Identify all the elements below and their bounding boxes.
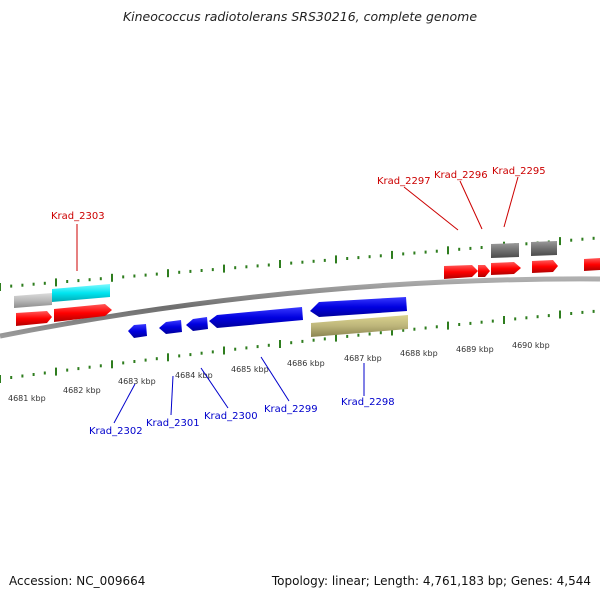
kbp-label: 4688 kbp [400, 349, 438, 358]
kbp-label: 4681 kbp [8, 394, 46, 403]
forward-gene-feature[interactable] [14, 293, 52, 308]
label-leader-line [260, 356, 290, 402]
kbp-label: 4682 kbp [63, 386, 101, 395]
forward-gene-feature[interactable] [491, 262, 521, 275]
forward-gene-feature[interactable] [478, 265, 490, 277]
reverse-gene-feature[interactable] [310, 297, 407, 317]
forward-gene-feature[interactable] [444, 265, 478, 279]
gene-label-krad-2303[interactable]: Krad_2303 [51, 211, 105, 222]
kbp-labels: 4681 kbp 4682 kbp 4683 kbp 4684 kbp 4685… [8, 341, 550, 403]
reverse-gene-feature[interactable] [311, 315, 408, 337]
label-leader-line [170, 375, 174, 416]
label-leader-line [200, 367, 229, 409]
kbp-label: 4683 kbp [118, 377, 156, 386]
forward-gene-feature[interactable] [491, 243, 519, 258]
label-leader-line [113, 383, 136, 424]
map-title: Kineococcus radiotolerans SRS30216, comp… [122, 9, 478, 24]
gene-label-krad-2299[interactable]: Krad_2299 [264, 404, 318, 415]
kbp-label: 4684 kbp [175, 371, 213, 380]
gene-label-krad-2296[interactable]: Krad_2296 [434, 170, 488, 181]
forward-gene-feature[interactable] [54, 304, 112, 322]
outer-tick-track [0, 236, 595, 291]
reverse-gene-feature[interactable] [128, 324, 147, 338]
forward-gene-feature[interactable] [531, 241, 557, 256]
gene-label-krad-2302[interactable]: Krad_2302 [89, 426, 143, 437]
accession-text: Accession: NC_009664 [9, 574, 146, 588]
reverse-strand-features [128, 297, 408, 338]
genome-backbone [0, 276, 600, 339]
forward-gene-labels: Krad_2303 Krad_2297 Krad_2296 Krad_2295 [51, 166, 546, 271]
kbp-label: 4685 kbp [231, 365, 269, 374]
reverse-gene-feature[interactable] [159, 320, 182, 334]
kbp-label: 4690 kbp [512, 341, 550, 350]
label-leader-line [503, 176, 519, 228]
forward-gene-feature[interactable] [532, 260, 558, 273]
label-leader-line [459, 180, 483, 230]
kbp-label: 4689 kbp [456, 345, 494, 354]
forward-gene-feature[interactable] [16, 311, 52, 326]
gene-label-krad-2300[interactable]: Krad_2300 [204, 411, 258, 422]
kbp-label: 4687 kbp [344, 354, 382, 363]
kbp-label: 4686 kbp [287, 359, 325, 368]
gene-label-krad-2298[interactable]: Krad_2298 [341, 397, 395, 408]
label-leader-line [403, 186, 459, 231]
forward-gene-feature[interactable] [52, 284, 110, 302]
reverse-gene-feature[interactable] [209, 307, 303, 328]
inner-tick-track [0, 309, 595, 383]
reverse-gene-feature[interactable] [186, 317, 208, 331]
forward-strand-features [14, 241, 600, 326]
gene-label-krad-2297[interactable]: Krad_2297 [377, 176, 431, 187]
gene-label-krad-2301[interactable]: Krad_2301 [146, 418, 200, 429]
gene-label-krad-2295[interactable]: Krad_2295 [492, 166, 546, 177]
genome-summary-text: Topology: linear; Length: 4,761,183 bp; … [271, 574, 591, 588]
reverse-gene-labels: Krad_2302 Krad_2301 Krad_2300 Krad_2299 … [89, 356, 395, 437]
forward-gene-feature[interactable] [584, 258, 600, 271]
